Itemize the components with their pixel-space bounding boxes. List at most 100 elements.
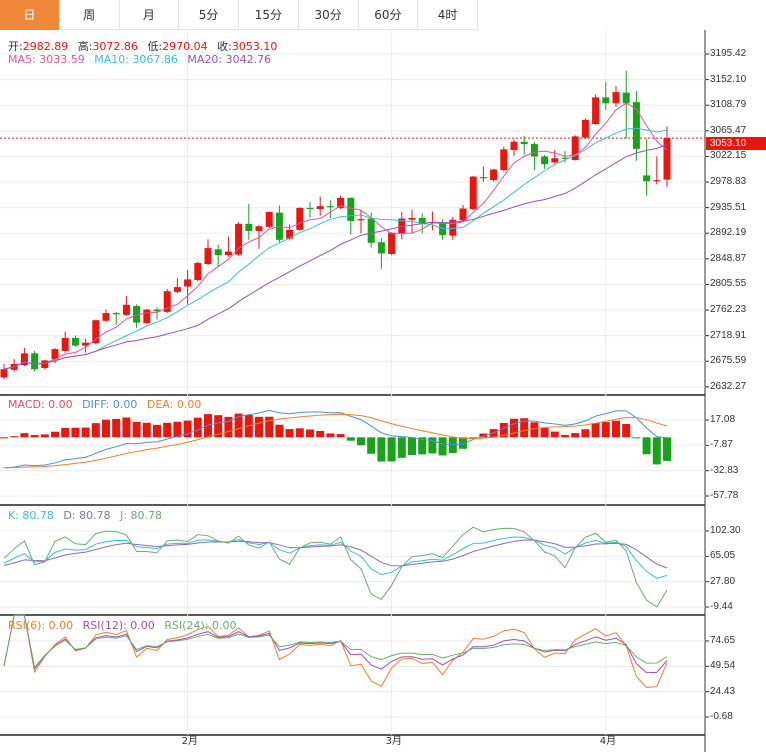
macd-bar [632, 437, 641, 439]
macd-bar [438, 437, 447, 456]
diff-line [3, 409, 668, 469]
candle-down [133, 306, 141, 323]
ohlc-low: 低:2970.04 [147, 40, 207, 53]
macd-bar [173, 421, 182, 438]
tab-30min[interactable]: 30分 [299, 0, 359, 30]
candle-up [490, 169, 498, 181]
candle-up [204, 248, 212, 265]
candle-down [632, 102, 640, 149]
low-label: 低: [147, 40, 163, 53]
candle-up [194, 262, 202, 281]
macd-bar [20, 433, 29, 438]
tab-60min[interactable]: 60分 [359, 0, 419, 30]
candle-down [31, 353, 39, 370]
candle-up [92, 320, 100, 344]
macd-bar [40, 434, 49, 438]
candle-up [408, 217, 416, 220]
tab-day[interactable]: 日 [0, 0, 60, 30]
macd-bar [61, 427, 70, 438]
dea-value: DEA: 0.00 [146, 398, 202, 411]
candle-up [479, 177, 487, 179]
macd-value: MACD: 0.00 [8, 398, 73, 411]
candle-up [122, 304, 130, 315]
macd-bar [612, 420, 620, 438]
candle-up [102, 313, 110, 321]
macd-bar [642, 437, 651, 455]
macd-axis-label: -7.87 [710, 439, 733, 451]
candle-up [612, 92, 620, 104]
rsi12-line [3, 614, 668, 674]
price-axis-label: 2675.59 [710, 355, 747, 367]
ma-legend: MA5: 3033.59 MA10: 3067.86 MA20: 3042.76 [8, 53, 277, 66]
macd-bar [234, 413, 243, 438]
candle-up [51, 349, 59, 360]
diff-value: DIFF: 0.00 [82, 398, 138, 411]
candle-up [337, 197, 345, 208]
price-axis-label: 3065.47 [710, 124, 747, 136]
date-axis-label: 2月 [181, 736, 198, 747]
price-axis-label: 3195.42 [710, 48, 747, 59]
candle-up [510, 141, 518, 150]
dea-line [3, 413, 668, 469]
macd-bar [193, 417, 202, 438]
candle-up [235, 223, 243, 255]
tab-month[interactable]: 月 [120, 0, 180, 30]
macd-bar [102, 419, 110, 438]
high-value: 3072.86 [92, 40, 138, 53]
candle-up [459, 208, 467, 221]
kdj-legend: K: 80.78 D: 80.78 J: 80.78 [8, 509, 168, 522]
macd-bar [346, 437, 355, 441]
candle-up [296, 207, 304, 230]
macd-bar [397, 437, 406, 458]
macd-bar [571, 433, 580, 438]
candle-down [622, 92, 630, 104]
macd-axis-label: 17.08 [710, 414, 736, 425]
macd-bar [357, 437, 365, 446]
candle-down [377, 242, 385, 254]
candle-down [439, 223, 447, 236]
candle-up [41, 360, 49, 369]
macd-bar [652, 437, 661, 465]
ma10-line [3, 127, 668, 370]
open-value: 2982.89 [22, 40, 69, 53]
candle-up [173, 287, 181, 292]
candle-up [500, 149, 508, 171]
candle-up [163, 291, 171, 312]
candle-up [224, 251, 232, 256]
macd-bar [367, 437, 376, 454]
kdj-axis-label: 65.05 [710, 550, 736, 562]
candle-up [581, 119, 589, 138]
close-label: 收: [217, 40, 232, 53]
macd-bar [112, 418, 121, 438]
macd-bar [255, 416, 263, 438]
tab-5min[interactable]: 5分 [179, 0, 239, 30]
macd-bar [91, 423, 100, 438]
candle-down [602, 97, 610, 104]
tab-4hour[interactable]: 4时 [418, 0, 478, 30]
candle-down [530, 144, 538, 157]
date-axis-label: 4月 [599, 736, 617, 747]
kdj-axis-label: 27.80 [710, 575, 736, 587]
macd-bar [336, 434, 345, 438]
rsi6-line [3, 614, 668, 688]
macd-bar [591, 423, 600, 438]
rsi6-value: RSI(6): 0.00 [8, 619, 74, 632]
macd-bar [214, 415, 223, 438]
rsi-legend: RSI(6): 0.00 RSI(12): 0.00 RSI(24): 0.00 [8, 619, 242, 632]
candle-up [663, 138, 671, 180]
price-axis-label: 3152.10 [710, 73, 747, 85]
candle-up [592, 97, 600, 124]
macd-bar [265, 416, 274, 438]
macd-legend: MACD: 0.00 DIFF: 0.00 DEA: 0.00 [8, 398, 207, 411]
j-value: J: 80.78 [120, 509, 163, 522]
candle-down [520, 141, 528, 145]
tab-week[interactable]: 周 [60, 0, 120, 30]
tab-15min[interactable]: 15分 [239, 0, 299, 30]
ohlc-close: 收:3053.10 [217, 40, 277, 53]
price-axis-label: 2848.87 [710, 252, 747, 264]
macd-axis-label: -57.78 [710, 490, 739, 501]
macd-bar [499, 422, 508, 438]
macd-bar [10, 436, 19, 438]
open-label: 开: [8, 40, 23, 53]
